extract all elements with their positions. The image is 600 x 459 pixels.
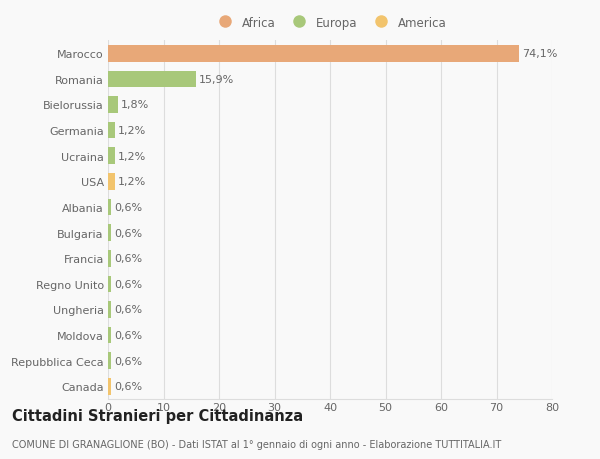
Bar [108, 353, 112, 369]
Text: 1,2%: 1,2% [118, 177, 146, 187]
Bar [108, 250, 112, 267]
Bar [108, 148, 115, 165]
Text: 0,6%: 0,6% [114, 305, 142, 315]
Bar [108, 302, 112, 318]
Bar [108, 199, 112, 216]
Text: 0,6%: 0,6% [114, 356, 142, 366]
Text: 0,6%: 0,6% [114, 279, 142, 289]
Text: 0,6%: 0,6% [114, 228, 142, 238]
Bar [108, 97, 118, 113]
Text: 0,6%: 0,6% [114, 254, 142, 263]
Bar [108, 46, 519, 62]
Bar [108, 378, 112, 395]
Bar [108, 225, 112, 241]
Bar [108, 174, 115, 190]
Text: 1,8%: 1,8% [121, 100, 149, 110]
Bar [108, 327, 112, 344]
Text: COMUNE DI GRANAGLIONE (BO) - Dati ISTAT al 1° gennaio di ogni anno - Elaborazion: COMUNE DI GRANAGLIONE (BO) - Dati ISTAT … [12, 440, 501, 449]
Text: 0,6%: 0,6% [114, 381, 142, 392]
Bar [108, 276, 112, 292]
Text: 1,2%: 1,2% [118, 151, 146, 162]
Text: Cittadini Stranieri per Cittadinanza: Cittadini Stranieri per Cittadinanza [12, 408, 303, 423]
Bar [108, 71, 196, 88]
Bar [108, 123, 115, 139]
Legend: Africa, Europa, America: Africa, Europa, America [211, 14, 449, 32]
Text: 0,6%: 0,6% [114, 202, 142, 213]
Text: 1,2%: 1,2% [118, 126, 146, 136]
Text: 0,6%: 0,6% [114, 330, 142, 341]
Text: 15,9%: 15,9% [199, 75, 234, 84]
Text: 74,1%: 74,1% [522, 49, 557, 59]
